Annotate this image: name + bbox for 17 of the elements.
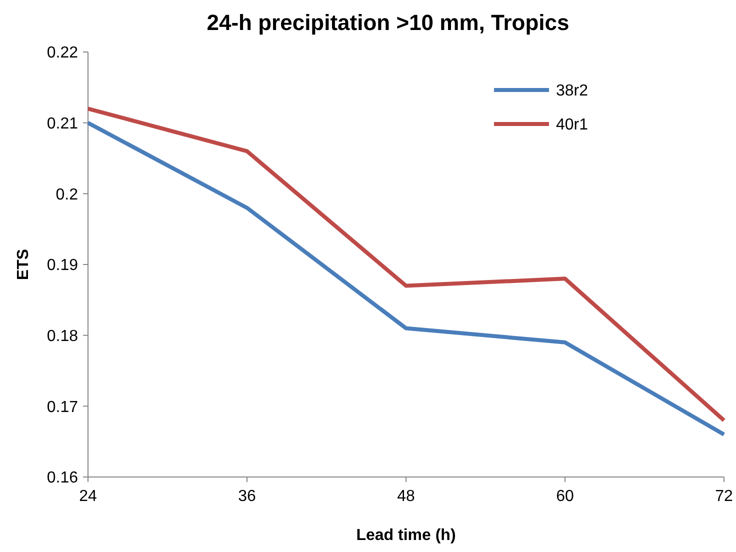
x-tick-label: 48 xyxy=(397,488,415,505)
y-tick-label: 0.17 xyxy=(46,398,78,416)
legend-label: 38r2 xyxy=(556,82,588,100)
y-tick-label: 0.19 xyxy=(46,257,78,274)
y-tick-label: 0.22 xyxy=(46,44,78,62)
chart-title: 24-h precipitation >10 mm, Tropics xyxy=(206,10,570,35)
x-tick-label: 72 xyxy=(715,488,733,505)
y-tick-label: 0.16 xyxy=(46,470,78,487)
x-tick-label: 36 xyxy=(238,488,256,505)
legend-label: 40r1 xyxy=(556,116,588,134)
y-tick-label: 0.18 xyxy=(46,328,78,345)
x-axis-title: Lead time (h) xyxy=(356,527,456,544)
y-tick-label: 0.2 xyxy=(56,186,78,204)
y-tick-label: 0.21 xyxy=(46,115,78,132)
x-tick-label: 24 xyxy=(79,488,97,505)
x-tick-label: 60 xyxy=(556,488,574,505)
y-axis-title: ETS xyxy=(15,248,32,280)
